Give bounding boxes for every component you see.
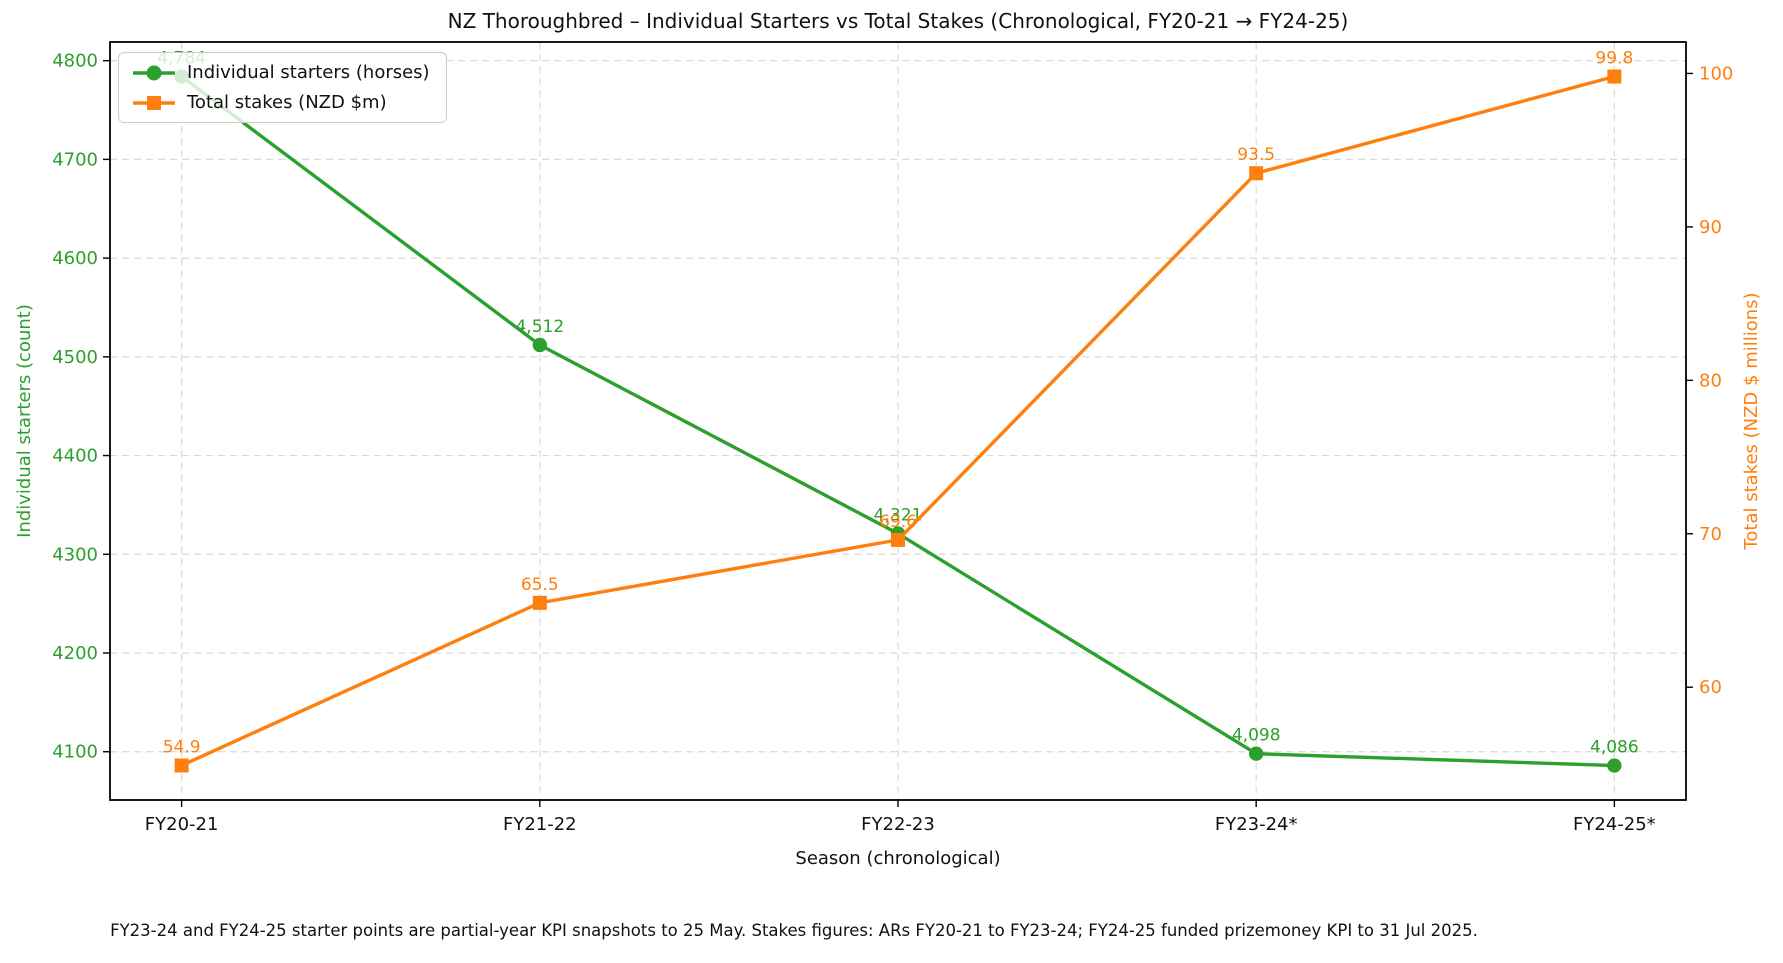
right-tick-label: 100 (1699, 63, 1733, 84)
gridlines (110, 42, 1686, 800)
series-stakes: 54.9 65.5 69.6 93.5 99.8 (163, 49, 1633, 773)
data-point-label: 4,098 (1232, 726, 1281, 746)
right-tick-label: 60 (1699, 677, 1722, 698)
data-point-label: 69.6 (879, 512, 917, 532)
x-tick-label: FY22-23 (861, 814, 935, 835)
data-point-marker (1607, 758, 1622, 773)
data-point-marker (174, 758, 189, 773)
legend-label-starters: Individual starters (horses) (187, 62, 430, 83)
data-point-marker (1249, 166, 1264, 181)
data-point-marker (532, 595, 547, 610)
starters-line-sample-icon (133, 65, 175, 80)
right-tick-label: 70 (1699, 524, 1722, 545)
data-point-marker (1248, 746, 1264, 761)
chart-footnote: FY23-24 and FY24-25 starter points are p… (110, 921, 1478, 940)
stakes-line-sample-icon (133, 95, 175, 110)
data-point-label: 65.5 (521, 575, 559, 595)
data-point-label: 4,512 (515, 317, 564, 337)
left-tick-label: 4800 (52, 51, 98, 72)
x-tick-label: FY20-21 (145, 814, 219, 835)
left-tick-label: 4400 (52, 446, 98, 467)
data-point-marker (532, 337, 548, 353)
data-point-marker (1607, 69, 1622, 84)
legend-item-starters: Individual starters (horses) (131, 62, 430, 83)
right-tick-label: 80 (1699, 370, 1722, 391)
data-point-label: 4,321 (874, 506, 923, 526)
left-tick-label: 4100 (52, 742, 98, 763)
legend-item-stakes: Total stakes (NZD $m) (131, 92, 430, 113)
left-tick-label: 4500 (52, 347, 98, 368)
axis-ticks (103, 59, 1693, 807)
left-axis-label: Individual starters (count) (14, 304, 35, 538)
data-point-label: 54.9 (163, 737, 201, 757)
data-point-label: 4,086 (1590, 738, 1639, 758)
x-axis-label: Season (chronological) (795, 848, 1000, 869)
right-axis-label: Total stakes (NZD $ millions) (1741, 292, 1762, 550)
x-tick-label: FY23-24* (1215, 814, 1298, 835)
x-tick-label: FY24-25* (1573, 814, 1656, 835)
data-point-label: 99.8 (1595, 49, 1633, 69)
legend-label-stakes: Total stakes (NZD $m) (187, 92, 387, 113)
x-tick-label: FY21-22 (503, 814, 577, 835)
data-point-marker (891, 532, 905, 547)
left-tick-label: 4600 (52, 248, 98, 269)
right-tick-label: 90 (1699, 217, 1722, 238)
legend: Individual starters (horses) Total stake… (118, 52, 447, 123)
left-tick-label: 4300 (52, 544, 98, 565)
data-point-label: 93.5 (1237, 145, 1275, 165)
axis-tick-labels: 4100 4200 4300 4400 4500 4600 4700 4800 60 70 80 90… (52, 51, 1733, 835)
left-tick-label: 4200 (52, 643, 98, 664)
left-tick-label: 4700 (52, 149, 98, 170)
chart-title: NZ Thoroughbred – Individual Starters vs… (447, 9, 1349, 33)
